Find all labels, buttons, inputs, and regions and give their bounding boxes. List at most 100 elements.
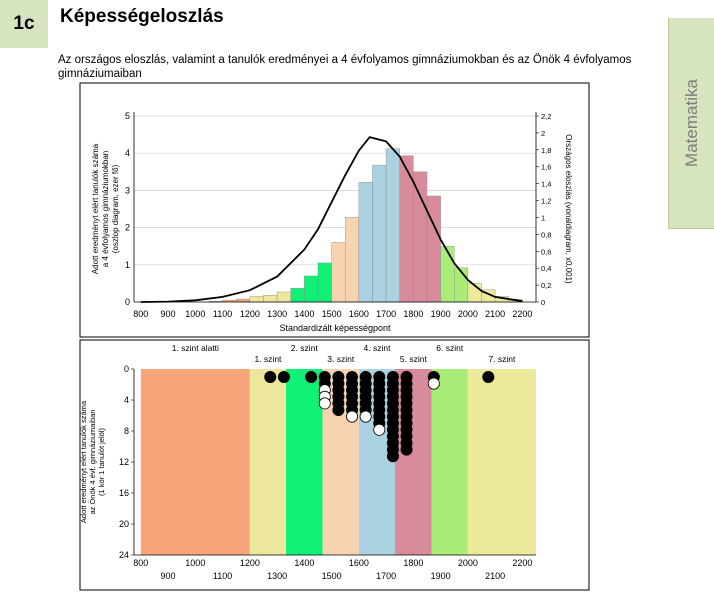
level-label: 4. szint	[364, 343, 392, 353]
histogram-bar	[276, 291, 291, 303]
x-tick-label: 1800	[403, 558, 423, 568]
histogram-bar	[331, 242, 346, 303]
histogram-bar	[358, 182, 373, 303]
student-circle	[332, 403, 345, 416]
student-circle	[264, 370, 277, 383]
y-right-tick-label: 1,2	[541, 197, 551, 206]
y-left-tick-label: 5	[125, 111, 130, 121]
student-circle	[386, 450, 399, 463]
student-circle	[359, 410, 372, 423]
histogram-bar	[290, 288, 305, 303]
level-band	[395, 369, 432, 555]
level-band	[140, 369, 250, 555]
x-tick-label: 1000	[185, 558, 205, 568]
chart-frame	[79, 82, 590, 338]
y-left-tick-label: 2	[125, 223, 130, 233]
level-label: 7. szint	[488, 354, 516, 364]
y-tick-label: 20	[119, 519, 129, 529]
x-tick-label: 2100	[485, 309, 505, 319]
level-band	[286, 369, 323, 555]
y-right-axis-title: Országos eloszlás (vonaldiagram, x0,001)	[564, 134, 573, 284]
histogram-bar	[413, 171, 428, 303]
x-tick-label: 1500	[322, 309, 342, 319]
student-circle	[277, 370, 290, 383]
x-tick-label: 2000	[458, 558, 478, 568]
x-tick-label: 2200	[512, 558, 532, 568]
histogram-bar	[236, 298, 251, 303]
national-distribution-curve	[140, 136, 523, 303]
level-label: 3. szint	[327, 354, 355, 364]
x-tick-label: 1400	[294, 309, 314, 319]
x-tick-label: 1500	[322, 571, 342, 581]
y-right-tick-label: 0,6	[541, 247, 551, 256]
x-tick-label: 1000	[185, 309, 205, 319]
histogram-bar	[426, 195, 441, 303]
y-tick-label: 24	[119, 550, 129, 560]
level-label: 2. szint	[291, 343, 319, 353]
x-tick-label: 1400	[294, 558, 314, 568]
student-circle	[427, 377, 440, 390]
y-tick-label: 12	[119, 457, 129, 467]
y-tick-label: 4	[124, 395, 129, 405]
histogram-bar	[304, 275, 319, 303]
x-tick-label: 800	[133, 309, 148, 319]
histogram-bar	[385, 148, 400, 303]
student-circle	[482, 370, 495, 383]
level-label: 5. szint	[400, 354, 428, 364]
level-label: 1. szint	[254, 354, 282, 364]
y-right-tick-label: 1,4	[541, 180, 551, 189]
y-left-tick-label: 4	[125, 148, 130, 158]
x-tick-label: 1700	[376, 571, 396, 581]
students-y-axis-title: Adott eredményt elért tanulók száma	[79, 400, 88, 523]
y-left-axis-title: (oszlop diagram, ezer fő)	[111, 164, 120, 253]
student-circle	[305, 370, 318, 383]
intro-text: Az országos eloszlás, valamint a tanulók…	[58, 54, 632, 80]
y-right-tick-label: 2,2	[541, 112, 551, 121]
histogram-bar	[249, 296, 264, 303]
x-tick-label: 1600	[349, 309, 369, 319]
level-band	[467, 369, 536, 555]
histogram-bar	[372, 164, 387, 303]
y-right-tick-label: 1,8	[541, 146, 551, 155]
y-right-tick-label: 0,2	[541, 281, 551, 290]
x-tick-label: 1900	[431, 571, 451, 581]
y-tick-label: 8	[124, 426, 129, 436]
y-left-tick-label: 1	[125, 260, 130, 270]
histogram-bar	[345, 216, 360, 303]
x-tick-label: 1700	[376, 309, 396, 319]
x-tick-label: 1800	[403, 309, 423, 319]
x-tick-label: 1200	[240, 309, 260, 319]
y-left-tick-label: 3	[125, 185, 130, 195]
x-tick-label: 2200	[512, 309, 532, 319]
x-tick-label: 900	[161, 571, 176, 581]
x-tick-label: 1100	[213, 571, 232, 581]
x-tick-label: 800	[133, 558, 148, 568]
section-badge: 1c	[0, 0, 48, 48]
subject-tab[interactable]: Matematika	[668, 18, 714, 229]
x-tick-label: 1300	[267, 571, 287, 581]
y-left-axis-title: a 4 évfolyamos gimnáziumokban	[101, 151, 110, 268]
students-y-axis-title: az Önök 4 évf. gimnáziumaiban	[88, 409, 97, 514]
x-tick-label: 2000	[458, 309, 478, 319]
x-tick-label: 1300	[267, 309, 287, 319]
histogram-bar	[263, 295, 278, 303]
student-circle	[373, 423, 386, 436]
level-band	[249, 369, 287, 555]
section-title: Képességeloszlás	[60, 6, 224, 27]
level-label: 1. szint alatti	[172, 343, 219, 353]
x-tick-label: 1100	[213, 309, 232, 319]
x-tick-label: 2100	[485, 571, 505, 581]
y-right-tick-label: 0,4	[541, 264, 551, 273]
histogram-bar	[440, 245, 455, 303]
level-label: 6. szint	[436, 343, 464, 353]
student-circle	[346, 410, 359, 423]
y-left-axis-title: Adott eredményt elért tanulók száma	[91, 143, 100, 274]
y-right-tick-label: 1,6	[541, 163, 551, 172]
y-tick-label: 0	[124, 364, 129, 374]
y-right-tick-label: 1	[541, 213, 545, 222]
x-tick-label: 1600	[349, 558, 369, 568]
x-axis-title: Standardizált képességpont	[279, 323, 391, 333]
x-tick-label: 1200	[240, 558, 260, 568]
x-tick-label: 1900	[431, 309, 451, 319]
